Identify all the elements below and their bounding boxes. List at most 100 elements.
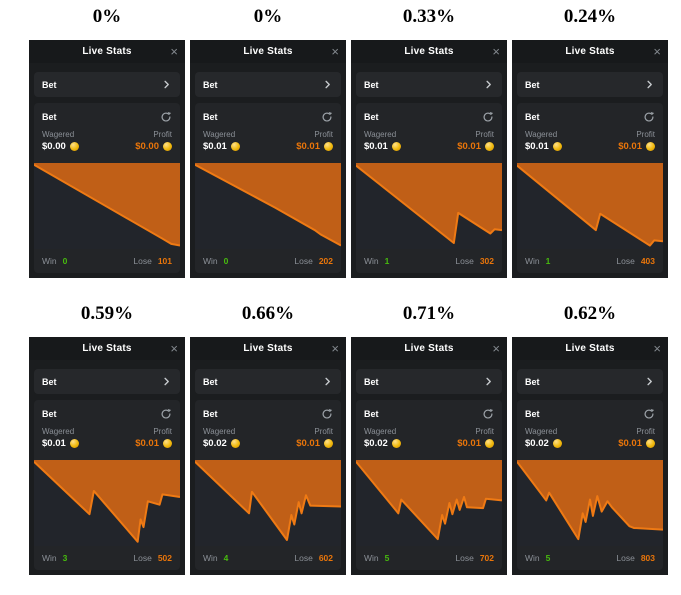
coin-icon: [391, 142, 401, 151]
close-icon[interactable]: ×: [653, 44, 661, 59]
wagered-value: $0.01: [525, 141, 562, 152]
wagered-stat: Wagered $0.02: [364, 427, 401, 454]
profit-amount: $0.01: [618, 141, 642, 152]
bet-dropdown[interactable]: Bet: [195, 72, 341, 97]
bet-dropdown-label: Bet: [525, 376, 540, 387]
profit-label: Profit: [314, 427, 333, 436]
stats-row: Wagered $0.01 Profit $0.01: [34, 422, 180, 454]
win-group: Win 0: [203, 256, 228, 266]
wagered-stat: Wagered $0.01: [203, 130, 240, 157]
profit-chart: [517, 163, 663, 249]
stats-row: Wagered $0.02 Profit $0.01: [195, 422, 341, 454]
refresh-icon[interactable]: [643, 111, 655, 123]
bet-dropdown-label: Bet: [42, 376, 57, 387]
stats-row: Wagered $0.01 Profit $0.01: [517, 125, 663, 157]
win-label: Win: [525, 256, 540, 266]
profit-chart: [195, 460, 341, 546]
bet-dropdown[interactable]: Bet: [195, 369, 341, 394]
live-stats-panel: Live Stats × Bet Bet: [29, 337, 185, 575]
bet-dropdown[interactable]: Bet: [517, 369, 663, 394]
profit-stat: Profit $0.01: [296, 130, 333, 157]
profit-chart: [356, 460, 502, 546]
live-stats-panel: Live Stats × Bet Bet: [351, 337, 507, 575]
win-group: Win 1: [364, 256, 389, 266]
lose-count: 403: [640, 256, 655, 266]
profit-amount: $0.01: [296, 438, 320, 449]
stats-cell: 0.66% Live Stats × Bet Bet: [190, 302, 346, 575]
refresh-icon[interactable]: [643, 408, 655, 420]
win-rate-label: 0%: [253, 6, 283, 27]
wagered-stat: Wagered $0.01: [42, 427, 79, 454]
bet-dropdown[interactable]: Bet: [517, 72, 663, 97]
bet-stats-card: Bet Wagered $0.00 Prof: [34, 103, 180, 273]
coin-icon: [230, 142, 240, 151]
bet-section-label: Bet: [525, 409, 540, 419]
profit-label: Profit: [475, 427, 494, 436]
win-count: 3: [62, 553, 68, 563]
bet-dropdown[interactable]: Bet: [34, 72, 180, 97]
win-group: Win 4: [203, 553, 228, 563]
bet-dropdown-label: Bet: [364, 376, 379, 387]
panel-title: Live Stats: [565, 46, 615, 57]
lose-label: Lose: [455, 553, 474, 563]
bet-dropdown[interactable]: Bet: [356, 72, 502, 97]
close-icon[interactable]: ×: [653, 341, 661, 356]
live-stats-panel: Live Stats × Bet Bet: [512, 337, 668, 575]
win-rate-label: 0.62%: [563, 303, 617, 324]
win-rate-label: 0.66%: [241, 303, 295, 324]
lose-group: Lose 702: [455, 553, 494, 563]
profit-value: $0.01: [618, 438, 655, 449]
win-count: 5: [384, 553, 390, 563]
bet-section-header: Bet: [356, 400, 502, 422]
refresh-icon[interactable]: [160, 111, 172, 123]
chevron-right-icon: [325, 377, 330, 386]
lose-label: Lose: [133, 553, 152, 563]
bet-dropdown[interactable]: Bet: [34, 369, 180, 394]
lose-group: Lose 403: [616, 256, 655, 266]
refresh-icon[interactable]: [321, 111, 333, 123]
close-icon[interactable]: ×: [170, 44, 178, 59]
bet-section-label: Bet: [525, 112, 540, 122]
win-lose-row: Win 5 Lose 803: [517, 546, 663, 570]
wagered-stat: Wagered $0.02: [203, 427, 240, 454]
lose-group: Lose 502: [133, 553, 172, 563]
refresh-icon[interactable]: [482, 111, 494, 123]
profit-stat: Profit $0.01: [135, 427, 172, 454]
bet-section-header: Bet: [34, 400, 180, 422]
chevron-right-icon: [164, 377, 169, 386]
wagered-value: $0.02: [203, 438, 240, 449]
bet-stats-card: Bet Wagered $0.01 Prof: [34, 400, 180, 570]
wagered-label: Wagered: [525, 130, 558, 139]
chevron-right-icon: [325, 80, 330, 89]
lose-label: Lose: [616, 553, 635, 563]
bet-section-header: Bet: [195, 400, 341, 422]
wagered-amount: $0.02: [203, 438, 227, 449]
bet-dropdown[interactable]: Bet: [356, 369, 502, 394]
refresh-icon[interactable]: [482, 408, 494, 420]
profit-value: $0.01: [618, 141, 655, 152]
close-icon[interactable]: ×: [170, 341, 178, 356]
profit-value: $0.01: [296, 141, 333, 152]
coin-icon: [646, 142, 655, 151]
coin-icon: [646, 439, 655, 448]
close-icon[interactable]: ×: [331, 341, 339, 356]
panel-title: Live Stats: [404, 46, 454, 57]
profit-amount: $0.01: [135, 438, 159, 449]
profit-stat: Profit $0.00: [135, 130, 172, 157]
refresh-icon[interactable]: [321, 408, 333, 420]
chevron-right-icon: [647, 377, 652, 386]
close-icon[interactable]: ×: [492, 341, 500, 356]
win-group: Win 1: [525, 256, 550, 266]
bet-section-header: Bet: [517, 400, 663, 422]
profit-value: $0.01: [457, 438, 494, 449]
win-rate-label: 0.24%: [563, 6, 617, 27]
wagered-label: Wagered: [364, 427, 397, 436]
close-icon[interactable]: ×: [492, 44, 500, 59]
close-icon[interactable]: ×: [331, 44, 339, 59]
lose-label: Lose: [294, 553, 313, 563]
profit-label: Profit: [153, 427, 172, 436]
stats-row: Wagered $0.00 Profit $0.00: [34, 125, 180, 157]
win-label: Win: [203, 553, 218, 563]
panel-header: Live Stats ×: [351, 337, 507, 360]
refresh-icon[interactable]: [160, 408, 172, 420]
